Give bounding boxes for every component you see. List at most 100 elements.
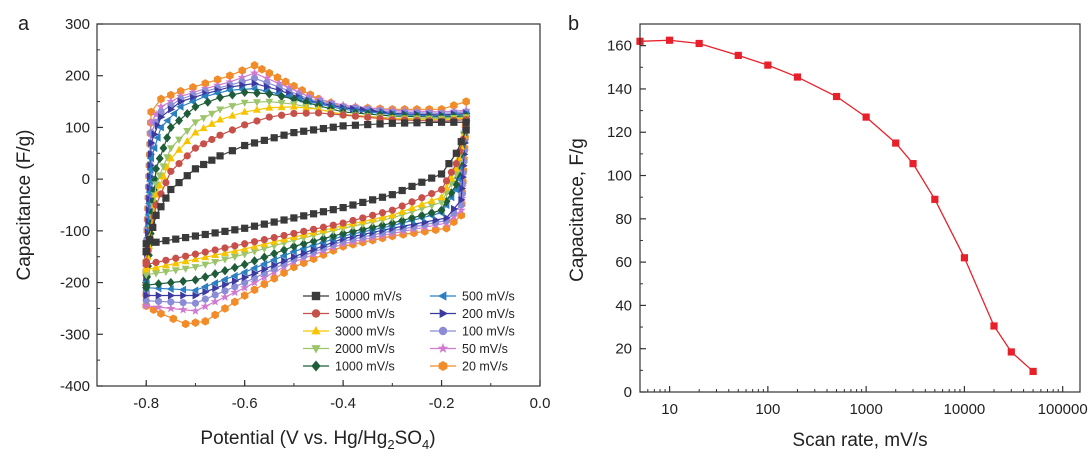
legend-marker-8 xyxy=(438,326,448,336)
cv-point-2-42 xyxy=(437,185,446,194)
cv-point-1-66 xyxy=(182,233,190,242)
cv-point-2-27 xyxy=(364,113,372,121)
cv-point-10-85 xyxy=(149,305,158,315)
cv-point-5-72 xyxy=(230,262,239,273)
cv-point-1-40 xyxy=(437,170,446,178)
cv-point-5-52 xyxy=(427,208,436,218)
cv-point-9-75 xyxy=(220,292,230,301)
cv-point-1-14 xyxy=(228,147,236,155)
cv-point-9-26 xyxy=(274,78,284,88)
cv-point-1-11 xyxy=(200,160,208,169)
legend-marker-2 xyxy=(311,309,321,318)
cv-point-1-65 xyxy=(191,232,200,240)
rate-point-14 xyxy=(1007,348,1015,356)
cv-point-6-74 xyxy=(220,275,228,284)
cv-point-9-80 xyxy=(166,303,176,313)
cv-point-4-20 xyxy=(228,103,237,111)
rate-point-6 xyxy=(793,73,802,81)
cv-point-1-6 xyxy=(162,194,170,202)
cv-point-10-76 xyxy=(240,291,249,300)
rate-point-9 xyxy=(892,139,900,147)
cv-point-1-51 xyxy=(329,206,337,214)
cv-point-5-57 xyxy=(378,220,387,230)
cv-point-1-3 xyxy=(149,223,157,232)
cv-point-6-19 xyxy=(188,97,196,106)
cv-point-2-8 xyxy=(162,178,170,187)
legend-label-4: 2000 mV/s xyxy=(335,342,395,356)
cv-point-1-12 xyxy=(208,156,216,164)
panel-a-legend: 10000 mV/s 5000 mV/s 3000 mV/s 2000 mV/s 100… xyxy=(303,290,515,374)
cv-point-2-65 xyxy=(211,246,219,254)
cv-point-2-49 xyxy=(369,211,377,219)
rate-point-4 xyxy=(734,51,742,59)
cv-point-5-81 xyxy=(142,283,151,293)
cv-point-6-15 xyxy=(156,123,164,132)
cv-point-5-21 xyxy=(216,92,225,103)
cv-point-3-70 xyxy=(201,252,210,261)
panel-a-label: a xyxy=(18,13,30,35)
cv-point-5-75 xyxy=(201,272,210,282)
legend-marker-9 xyxy=(437,343,449,353)
cv-point-5-20 xyxy=(203,97,212,107)
rate-point-11 xyxy=(931,195,939,203)
cv-point-5-64 xyxy=(309,236,318,246)
cv-point-5-51 xyxy=(437,205,446,215)
cv-point-2-52 xyxy=(339,219,347,227)
cv-point-5-62 xyxy=(329,231,338,241)
cv-point-1-52 xyxy=(319,208,328,216)
b-ytick-label-7: 120 xyxy=(607,124,632,141)
cv-point-5-67 xyxy=(280,245,289,255)
cv-point-4-16 xyxy=(191,119,200,127)
cv-point-2-23 xyxy=(314,109,323,117)
cv-point-7-81 xyxy=(155,291,163,300)
cv-point-2-57 xyxy=(290,229,298,238)
a-ytick-label-7: 200 xyxy=(65,68,90,85)
rate-point-5 xyxy=(764,61,772,69)
cv-point-1-7 xyxy=(167,185,175,194)
cv-point-5-26 xyxy=(277,91,286,102)
cv-point-10-43 xyxy=(450,101,458,110)
cv-point-6-77 xyxy=(191,286,199,295)
cv-point-4-48 xyxy=(437,199,446,207)
cv-point-9-17 xyxy=(166,96,176,106)
panel-b-ticks: 10 100 1000 10000 100000 0 20 40 60 80 100 120 140 16… xyxy=(607,38,1088,418)
panel-a: a -0.8 -0.6 -0.4 -0.2 0.0 -400 -300 -200 -100 0 10… xyxy=(14,13,550,452)
legend-label-1: 10000 mV/s xyxy=(335,290,402,304)
cv-point-10-82 xyxy=(181,319,190,329)
cv-point-2-44 xyxy=(418,194,426,202)
cv-point-1-45 xyxy=(388,191,396,199)
panel-b: b 10 100 1000 10000 100000 0 20 40 60 80 100 120 140… xyxy=(567,13,1088,451)
cv-point-5-23 xyxy=(240,87,249,97)
cv-point-1-38 xyxy=(452,149,460,157)
cv-point-6-79 xyxy=(166,285,174,293)
cv-point-8-75 xyxy=(221,287,229,295)
cv-point-10-78 xyxy=(221,304,229,313)
cv-point-7-74 xyxy=(231,277,240,285)
cv-point-7-69 xyxy=(281,256,289,265)
cv-point-7-50 xyxy=(459,184,467,193)
rate-point-10 xyxy=(909,160,917,168)
cv-point-3-42 xyxy=(454,153,463,161)
a-xtick-label-1: -0.8 xyxy=(133,395,159,412)
cv-point-3-50 xyxy=(398,207,407,215)
cv-point-1-50 xyxy=(339,203,347,212)
cv-point-10-25 xyxy=(258,64,266,74)
legend-marker-10 xyxy=(438,360,448,372)
cv-point-9-76 xyxy=(210,297,220,306)
cv-point-3-48 xyxy=(417,200,426,208)
cv-point-1-42 xyxy=(418,178,426,186)
cv-point-9-16 xyxy=(156,102,166,111)
cv-point-1-69 xyxy=(152,238,160,246)
cv-point-1-10 xyxy=(191,165,200,173)
cv-point-1-34 xyxy=(450,118,458,126)
cv-point-4-19 xyxy=(216,106,225,114)
rate-point-12 xyxy=(960,254,969,262)
cv-point-7-70 xyxy=(271,261,279,269)
cv-point-4-22 xyxy=(253,99,261,107)
cv-point-10-77 xyxy=(231,297,239,307)
cv-point-5-24 xyxy=(253,88,261,98)
cv-point-5-16 xyxy=(166,122,175,133)
legend-label-9: 50 mV/s xyxy=(462,342,508,356)
cv-point-2-12 xyxy=(191,144,200,152)
legend-marker-1 xyxy=(311,291,321,301)
